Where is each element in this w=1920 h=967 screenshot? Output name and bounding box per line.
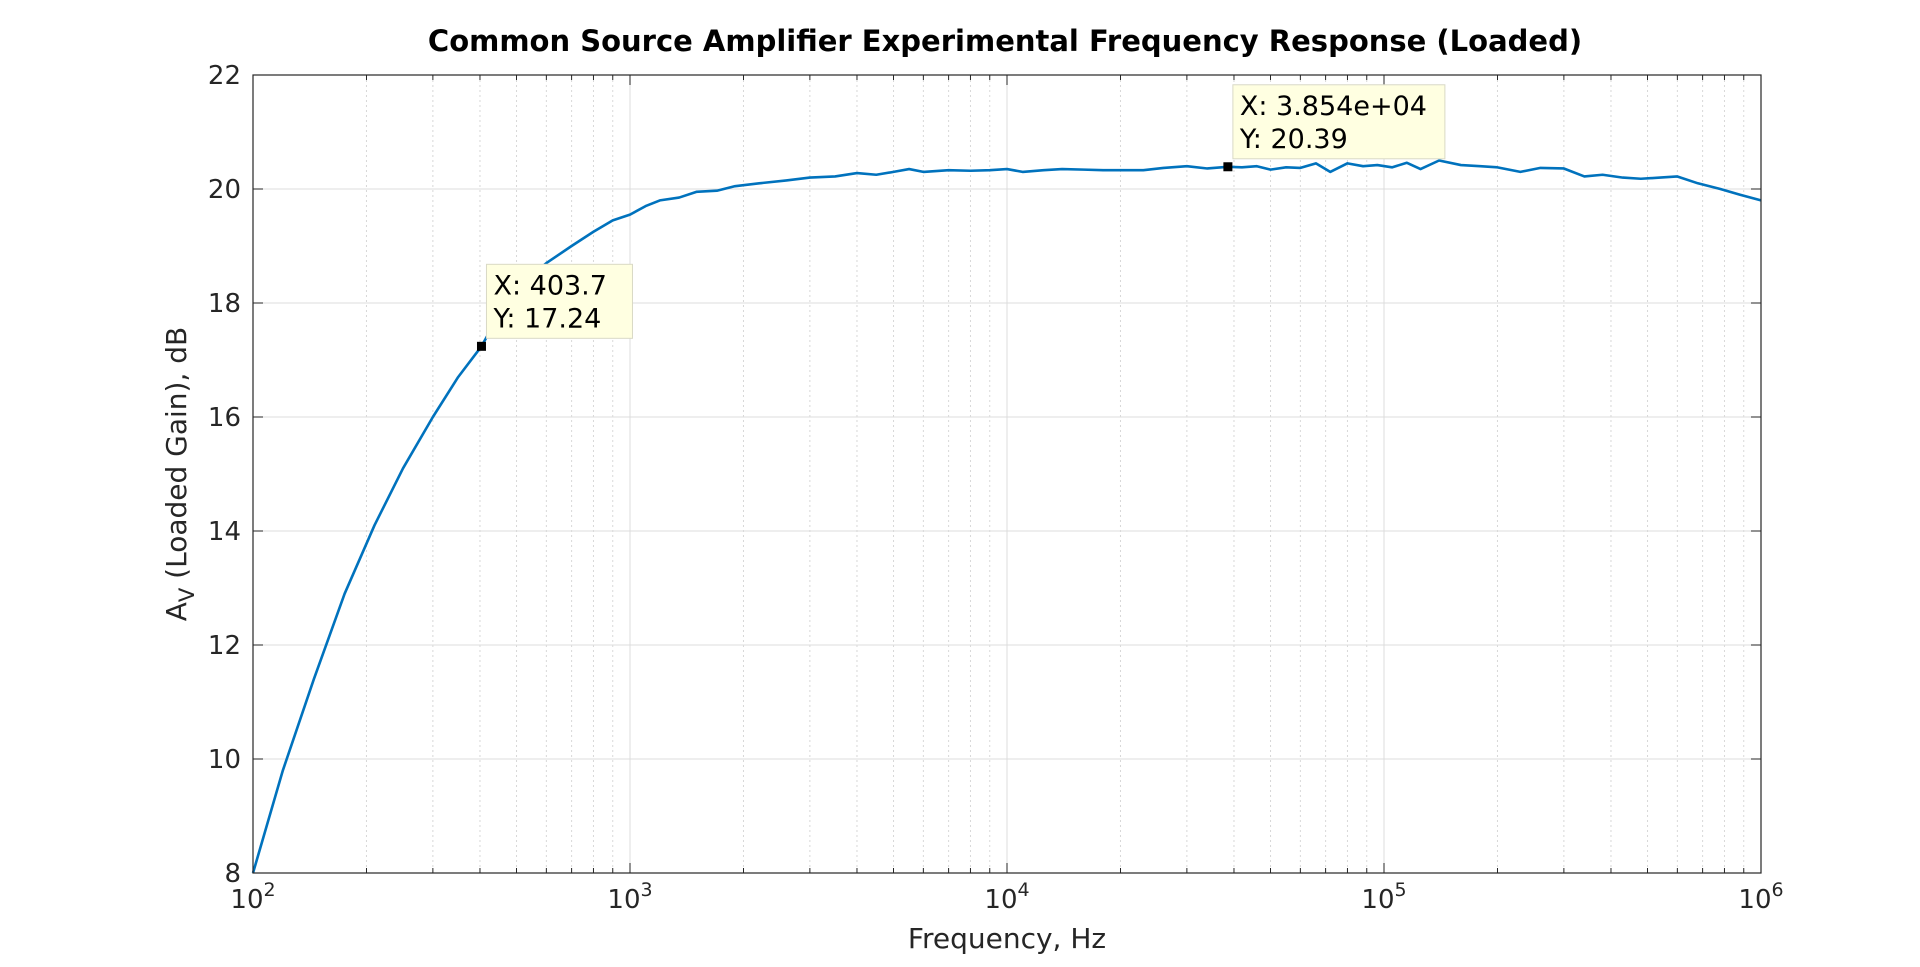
x-axis-label: Frequency, Hz	[908, 922, 1106, 955]
x-tick-label: 102	[230, 879, 275, 915]
y-tick-label: 16	[208, 403, 241, 433]
x-tick-label-exponent: 3	[641, 879, 653, 901]
datatip-x-text: X: 403.7	[493, 270, 606, 301]
y-axis-label: AV (Loaded Gain), dB	[160, 327, 199, 622]
chart-title: Common Source Amplifier Experimental Fre…	[428, 24, 1582, 58]
y-tick-labels: 8 10 12 14 16 18 20 22	[208, 61, 241, 889]
x-tick-label: 106	[1738, 879, 1783, 915]
datatips-layer: X: 403.7Y: 17.24 X: 3.854e+04Y: 20.39	[476, 84, 1446, 351]
y-tick-label: 10	[208, 745, 241, 775]
x-tick-labels: 102 103 104 105 106	[230, 879, 1783, 915]
x-tick-label-base: 10	[607, 885, 640, 915]
x-tick-label: 104	[984, 879, 1029, 915]
datatip-marker	[476, 341, 486, 351]
datatip-box	[485, 263, 633, 339]
x-tick-label-base: 10	[230, 885, 263, 915]
y-tick-label: 20	[208, 175, 241, 205]
x-tick-label-exponent: 2	[264, 879, 276, 901]
minor-grid	[365, 75, 1745, 873]
x-tick-label-exponent: 4	[1018, 879, 1030, 901]
y-tick-label: 18	[208, 289, 241, 319]
x-tick-label-exponent: 5	[1395, 879, 1407, 901]
datatip-marker	[1223, 162, 1233, 172]
datatip-y-text: Y: 20.39	[1239, 124, 1348, 155]
x-tick-label-exponent: 6	[1772, 879, 1784, 901]
tick-marks	[252, 74, 1762, 874]
x-tick-label-base: 10	[1738, 885, 1771, 915]
y-tick-label: 12	[208, 631, 241, 661]
datatip-box	[1232, 84, 1446, 160]
y-axis-label-main: A	[160, 602, 193, 621]
datatip: X: 403.7Y: 17.24	[476, 263, 633, 351]
datatip: X: 3.854e+04Y: 20.39	[1223, 84, 1446, 172]
y-tick-label: 8	[224, 859, 241, 889]
x-tick-label: 105	[1361, 879, 1406, 915]
y-tick-label: 22	[208, 61, 241, 91]
datatip-y-text: Y: 17.24	[492, 303, 601, 334]
x-tick-label-base: 10	[984, 885, 1017, 915]
series-layer	[251, 159, 1762, 874]
y-axis-label-sub: V	[175, 587, 199, 602]
series-line	[251, 159, 1762, 874]
y-axis-label-rest: (Loaded Gain), dB	[160, 327, 193, 588]
y-tick-label: 14	[208, 517, 241, 547]
x-tick-label: 103	[607, 879, 652, 915]
datatip-x-text: X: 3.854e+04	[1240, 91, 1427, 122]
x-tick-label-base: 10	[1361, 885, 1394, 915]
